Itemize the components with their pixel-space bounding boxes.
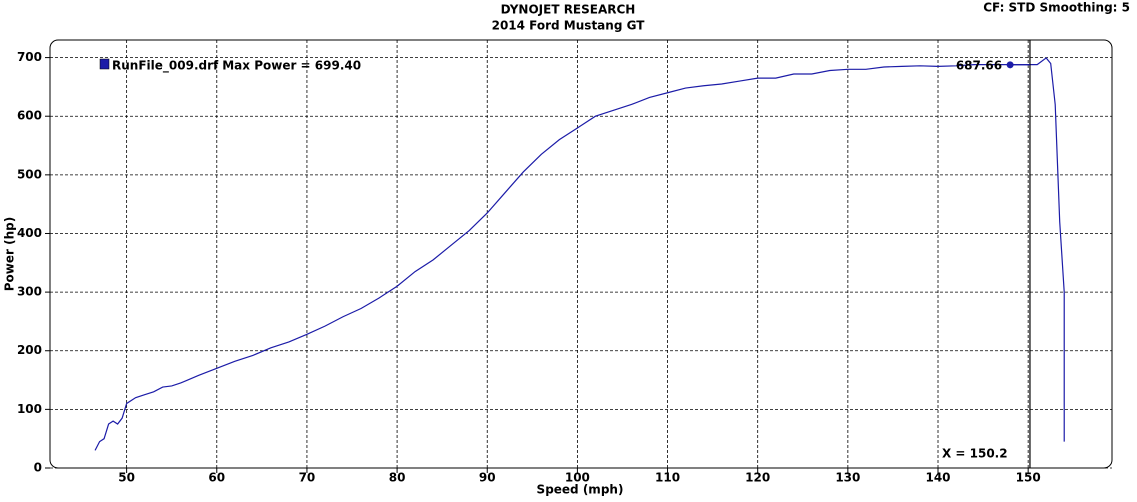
x-tick-label: 100 bbox=[565, 471, 590, 485]
legend-label: RunFile_009.drf bbox=[112, 59, 219, 74]
settings-label: CF: STD Smoothing: 5 bbox=[983, 1, 1130, 15]
y-tick-label: 200 bbox=[17, 343, 42, 357]
marker-point bbox=[1006, 61, 1014, 69]
plot-frame bbox=[49, 39, 1113, 469]
x-tick-label: 110 bbox=[655, 471, 680, 485]
power-line bbox=[94, 57, 1065, 451]
marker-label: 687.66 bbox=[956, 58, 1002, 72]
max-power-label: Max Power = 699.40 bbox=[222, 59, 361, 73]
x-tick-label: 60 bbox=[208, 471, 225, 485]
x-axis-label: Speed (mph) bbox=[537, 483, 624, 497]
x-tick-label: 50 bbox=[118, 471, 135, 485]
x-tick-label: 80 bbox=[389, 471, 406, 485]
chart-title: DYNOJET RESEARCH bbox=[501, 3, 636, 17]
chart-subtitle: 2014 Ford Mustang GT bbox=[492, 19, 646, 33]
x-tick-label: 130 bbox=[835, 471, 860, 485]
x-tick-label: 150 bbox=[1016, 471, 1041, 485]
y-tick-label: 400 bbox=[17, 226, 42, 240]
y-tick-label: 100 bbox=[17, 402, 42, 416]
legend-swatch bbox=[99, 58, 110, 70]
y-axis-label: Power (hp) bbox=[3, 217, 17, 291]
cursor-label: X = 150.2 bbox=[942, 447, 1008, 461]
y-tick-label: 700 bbox=[17, 50, 42, 64]
y-tick-label: 300 bbox=[17, 285, 42, 299]
x-tick-label: 140 bbox=[925, 471, 950, 485]
x-tick-label: 120 bbox=[745, 471, 770, 485]
x-tick-label: 70 bbox=[299, 471, 316, 485]
y-tick-label: 500 bbox=[17, 167, 42, 181]
y-tick-label: 0 bbox=[34, 461, 42, 475]
y-tick-label: 600 bbox=[17, 109, 42, 123]
x-tick-label: 90 bbox=[479, 471, 496, 485]
